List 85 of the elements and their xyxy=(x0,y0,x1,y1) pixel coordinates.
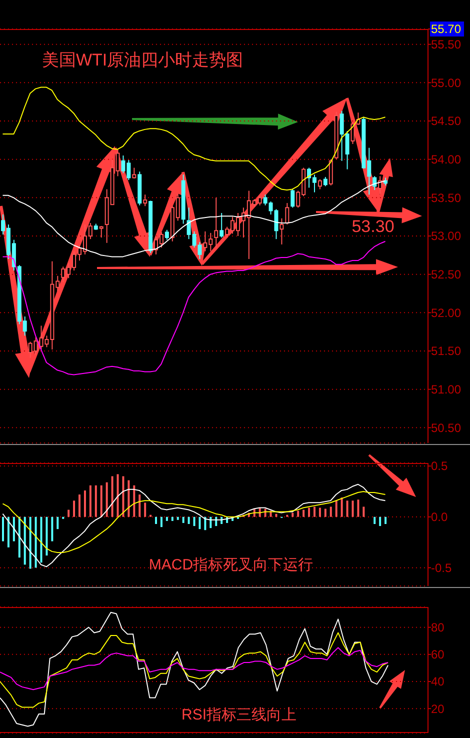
bar xyxy=(111,476,114,517)
bar xyxy=(384,516,387,524)
y-tick-label: 50.50 xyxy=(431,420,462,435)
y-tick-label: 51.50 xyxy=(431,344,462,358)
bar xyxy=(12,516,15,542)
bar xyxy=(275,514,278,517)
bar xyxy=(84,490,86,517)
bar xyxy=(78,494,81,517)
y-tick-label: 40 xyxy=(431,674,445,689)
bar xyxy=(133,485,136,517)
line-series xyxy=(0,612,388,727)
bar xyxy=(155,516,158,524)
bar xyxy=(24,516,26,565)
line-series xyxy=(0,632,388,708)
y-tick-label: 54.00 xyxy=(431,152,462,167)
bar xyxy=(46,516,48,556)
bar xyxy=(335,500,338,517)
bar xyxy=(29,516,32,569)
bar xyxy=(34,516,37,568)
y-tick-label: 55.00 xyxy=(431,76,462,90)
bar xyxy=(313,506,316,517)
y-tick-label: 53.00 xyxy=(431,229,462,244)
bar xyxy=(106,482,108,517)
y-tick-label: 0.5 xyxy=(431,459,448,474)
bar xyxy=(362,506,365,517)
bar xyxy=(210,516,212,528)
bar xyxy=(308,508,310,517)
line-series xyxy=(2,240,386,376)
bar xyxy=(116,474,119,517)
bar xyxy=(144,502,146,517)
bar xyxy=(318,508,321,517)
bar xyxy=(297,510,300,517)
y-tick-label: 53.50 xyxy=(431,190,462,205)
bar xyxy=(204,516,206,530)
line-series xyxy=(2,490,386,553)
bar xyxy=(379,516,382,526)
bar xyxy=(324,508,326,517)
bar xyxy=(302,510,305,517)
bar xyxy=(346,500,348,517)
bar xyxy=(171,516,174,521)
y-tick-label: 20 xyxy=(431,702,445,716)
bar xyxy=(166,516,168,521)
bar xyxy=(40,516,42,563)
bar xyxy=(73,500,76,517)
bar xyxy=(94,485,97,517)
y-tick-label: 55.50 xyxy=(431,38,462,52)
line-series xyxy=(2,86,386,190)
bar xyxy=(122,476,124,517)
bar xyxy=(188,516,190,524)
y-tick-label: 52.00 xyxy=(431,306,462,320)
bar xyxy=(176,516,179,520)
line-series xyxy=(0,647,388,690)
bar xyxy=(374,516,376,524)
y-tick-label: 52.50 xyxy=(431,268,462,282)
bar xyxy=(68,510,70,517)
annotation: MACD指标死叉向下运行 xyxy=(148,556,314,574)
bar xyxy=(198,516,201,530)
bar xyxy=(138,494,141,517)
candlestick xyxy=(214,197,218,248)
bar xyxy=(160,516,162,528)
y-tick-label: -0.5 xyxy=(431,560,452,575)
bar xyxy=(51,516,54,542)
y-tick-label: 51.00 xyxy=(431,382,462,397)
bar xyxy=(7,516,10,548)
bar xyxy=(2,516,4,542)
y-tick-label: 0.0 xyxy=(431,510,448,524)
y-tick-label: 55.70 xyxy=(431,22,462,36)
bar xyxy=(357,500,360,517)
bar xyxy=(330,506,332,517)
bar xyxy=(18,516,20,558)
bar xyxy=(56,516,59,530)
annotation: RSI指标三线向上 xyxy=(181,706,297,724)
bar xyxy=(182,516,184,523)
bar xyxy=(89,485,92,517)
y-tick-label: 60 xyxy=(431,648,445,662)
y-tick-label: 80 xyxy=(431,620,445,635)
bar xyxy=(100,485,102,517)
text: 美国WTI原油四小时走势图 xyxy=(42,50,244,72)
y-tick-label: 54.50 xyxy=(431,114,462,128)
bar xyxy=(292,512,294,517)
bar xyxy=(128,480,130,517)
bar xyxy=(340,498,343,517)
annotation: 53.30 xyxy=(352,217,394,237)
bar xyxy=(352,500,354,517)
bar xyxy=(193,516,196,526)
